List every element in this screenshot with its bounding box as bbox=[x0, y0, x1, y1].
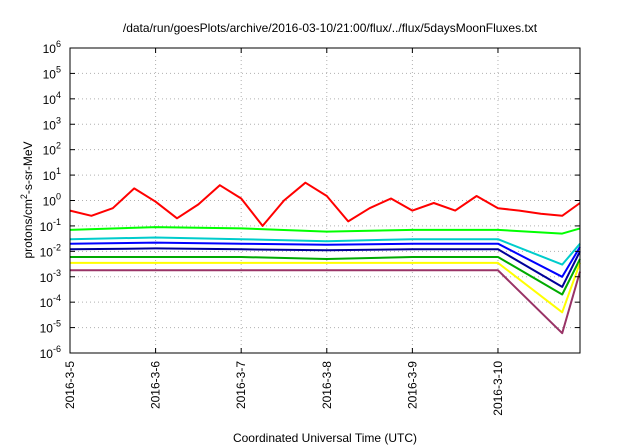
series-line-5 bbox=[69, 247, 581, 288]
y-tick-label: 10-4 bbox=[40, 293, 61, 310]
y-tick-label: 10-3 bbox=[40, 268, 61, 285]
y-tick-label: 101 bbox=[43, 166, 61, 183]
y-tick-label: 102 bbox=[43, 141, 61, 158]
series-line-4 bbox=[69, 241, 581, 278]
series-line-7 bbox=[70, 261, 581, 314]
y-tick-label: 103 bbox=[43, 115, 61, 132]
chart-title: /data/run/goesPlots/archive/2016-03-10/2… bbox=[123, 21, 538, 35]
y-tick-label: 10-6 bbox=[40, 344, 61, 361]
x-tick-label: 2016-3-10 bbox=[491, 361, 505, 416]
grid-layer bbox=[69, 48, 580, 353]
y-axis-label-main: protons/cm bbox=[21, 199, 35, 258]
x-tick-label: 2016-3-9 bbox=[405, 361, 419, 409]
x-tick-label: 2016-3-8 bbox=[320, 361, 334, 409]
y-tick-label: 104 bbox=[43, 90, 61, 107]
y-axis-label: protons/cm2-s-sr-MeV bbox=[19, 141, 35, 258]
y-tick-label: 100 bbox=[43, 192, 61, 209]
tick-layer: 10-6 10-5 10-4 10-3 10-2 10-1 100 101 102 103 104 1… bbox=[40, 39, 580, 416]
x-tick-label: 2016-3-7 bbox=[234, 361, 248, 409]
series-line-6 bbox=[70, 256, 581, 296]
y-tick-label: 10-5 bbox=[40, 319, 61, 336]
series-line-2 bbox=[69, 226, 581, 235]
y-axis-label-superscript: 2 bbox=[19, 194, 29, 199]
x-axis-label: Coordinated Universal Time (UTC) bbox=[233, 431, 417, 445]
y-tick-label: 10-1 bbox=[40, 217, 61, 234]
y-tick-label: 106 bbox=[43, 39, 61, 56]
y-tick-label: 10-2 bbox=[40, 242, 61, 259]
series-line-8 bbox=[70, 269, 581, 335]
x-tick-label: 2016-3-5 bbox=[63, 361, 77, 409]
series-line-1 bbox=[69, 181, 581, 227]
y-axis-label-units: -s-sr-MeV bbox=[21, 141, 35, 194]
series-line-3 bbox=[69, 236, 581, 266]
series-layer bbox=[69, 181, 581, 335]
y-tick-label: 105 bbox=[43, 64, 61, 81]
x-tick-label: 2016-3-6 bbox=[149, 361, 163, 409]
y-axis-label-group: protons/cm2-s-sr-MeV bbox=[19, 141, 35, 258]
